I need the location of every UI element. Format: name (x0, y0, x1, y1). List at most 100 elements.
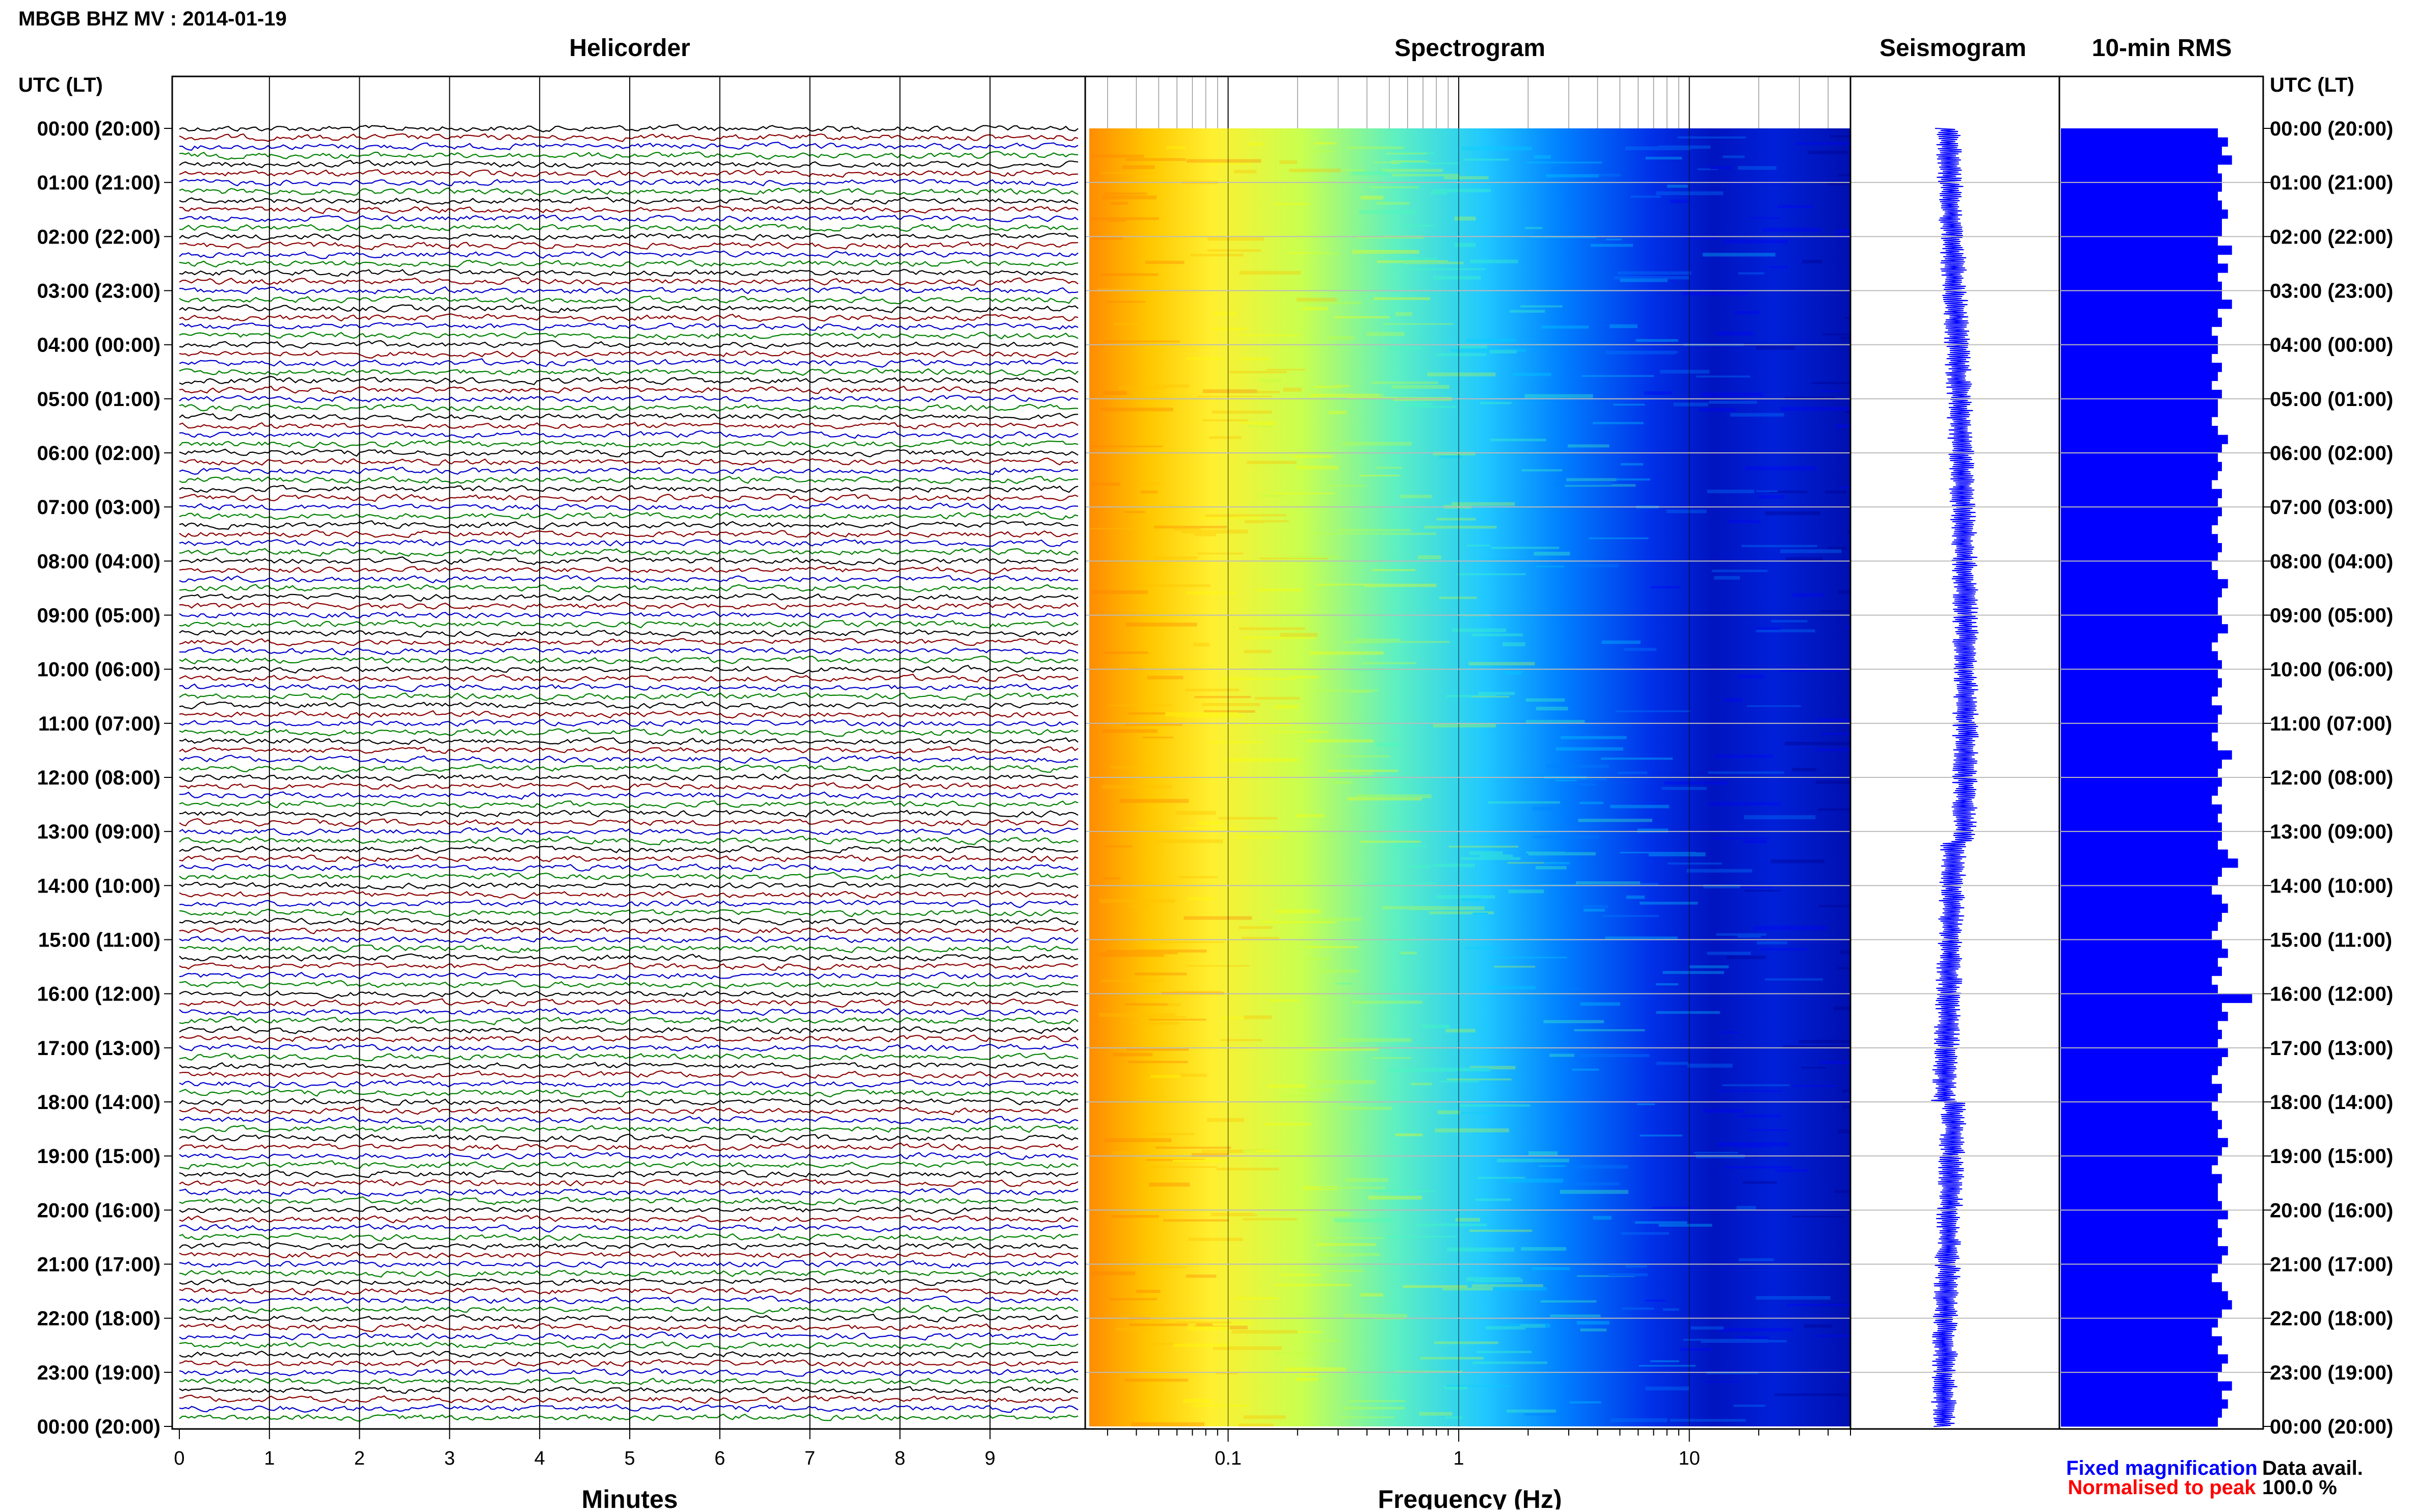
spectrogram-cell (1466, 338, 1516, 343)
rms-bar (2061, 155, 2232, 165)
spectrogram-cell (1493, 965, 1536, 968)
spectrogram-cell (1743, 840, 1767, 844)
spectrogram-cell (1092, 236, 1123, 240)
time-label-left: 06:00 (02:00) (37, 442, 160, 465)
spectrogram-cell (1822, 333, 1850, 336)
spectrogram-cell (1186, 1274, 1217, 1278)
helicorder-trace (179, 178, 1079, 186)
rms-bar (2061, 1030, 2222, 1039)
spectrogram-cell (1186, 591, 1236, 595)
rms-bar (2061, 1246, 2228, 1256)
spectrogram-cell (1380, 641, 1450, 643)
helicorder-trace (179, 863, 1079, 873)
spectrogram-cell (1091, 482, 1120, 486)
spectrogram-cell (1435, 1128, 1509, 1132)
rms-bar (2061, 543, 2222, 553)
helicorder-panel: 0 1 2 3 4 5 6 7 8 9 (174, 76, 1079, 1469)
helicorder-trace (179, 989, 1079, 999)
spectrogram-cell (1534, 155, 1551, 159)
spectrogram-cell (1670, 199, 1689, 203)
spectrogram-cell (1524, 1413, 1561, 1416)
helicorder-trace (179, 368, 1079, 376)
spectrogram-cell (1661, 787, 1707, 790)
spectrogram-cell (1658, 145, 1711, 149)
rms-bar (2061, 164, 2218, 174)
spectrogram-cell (1314, 386, 1341, 388)
spectrogram-cell (1580, 1328, 1607, 1332)
spectrogram-cell (1112, 1151, 1133, 1155)
rms-bar (2061, 1390, 2222, 1400)
spectrogram-cell (1724, 698, 1742, 702)
spectrogram-cell (1433, 723, 1496, 727)
rms-bar (2061, 1102, 2212, 1112)
spectrogram-cell (1220, 390, 1280, 394)
rms-bar (2061, 1417, 2218, 1427)
spectrogram-cell (1726, 181, 1790, 184)
rms-bar (2061, 1020, 2218, 1030)
spectrogram-cell (1270, 731, 1329, 733)
spectrogram-cell (1683, 1339, 1750, 1341)
spectrogram-cell (1353, 772, 1374, 775)
rms-bar (2061, 1066, 2218, 1075)
time-label-right: 03:00 (23:00) (2270, 280, 2393, 303)
spectrogram-cell (1129, 1003, 1182, 1006)
spectrogram-cell (1335, 983, 1353, 985)
spectrogram-cell (1577, 1275, 1635, 1277)
helicorder-trace (179, 927, 1079, 935)
spectrogram-x-tick-label: 0.1 (1215, 1448, 1242, 1469)
spectrogram-cell (1131, 1022, 1179, 1025)
helicorder-trace (179, 701, 1079, 710)
helicorder-trace (179, 1106, 1079, 1116)
helicorder-xlabel: Minutes (582, 1485, 678, 1509)
helicorder-trace (179, 1323, 1079, 1333)
spectrogram-cell (1134, 949, 1207, 953)
time-label-right: 00:00 (20:00) (2270, 1416, 2393, 1438)
spectrogram-cell (1341, 442, 1412, 446)
rms-bar (2061, 1327, 2212, 1337)
spectrogram-cell (1343, 641, 1389, 643)
spectrogram-cell (1102, 195, 1157, 200)
spectrogram-cell (1497, 1158, 1569, 1163)
spectrogram-cell (1118, 387, 1166, 390)
spectrogram-cell (1580, 1002, 1621, 1006)
spectrogram-cell (1722, 1084, 1790, 1087)
spectrogram-cell (1402, 225, 1436, 227)
spectrogram-cell (1194, 696, 1251, 698)
helicorder-trace (179, 890, 1079, 899)
spectrogram-cell (1391, 160, 1427, 164)
spectrogram-cell (1508, 889, 1544, 894)
rms-bar (2061, 867, 2222, 877)
spectrogram-cell (1211, 1212, 1257, 1217)
spectrogram-cell (1715, 331, 1754, 336)
spectrogram-cell (1486, 1326, 1525, 1330)
spectrogram-cell (1205, 514, 1238, 519)
spectrogram-cell (1178, 876, 1218, 879)
rms-bar (2061, 1129, 2218, 1139)
helicorder-trace (179, 159, 1079, 169)
spectrogram-cell (1397, 258, 1438, 260)
spectrogram-cell (1098, 953, 1164, 957)
spectrogram-cell (1306, 739, 1374, 743)
rms-bar (2061, 922, 2218, 931)
helicorder-trace (179, 421, 1079, 430)
helicorder-trace (179, 385, 1079, 394)
helicorder-trace (179, 899, 1079, 908)
helicorder-trace (179, 818, 1079, 827)
spectrogram-cell (1238, 1423, 1274, 1426)
spectrogram-cell (1239, 271, 1301, 275)
rms-bar (2061, 876, 2218, 886)
helicorder-trace (179, 1313, 1079, 1323)
spectrogram-cell (1668, 862, 1722, 865)
spectrogram-cell (1694, 1151, 1738, 1154)
rms-bar (2061, 227, 2222, 237)
spectrogram-cell (1502, 642, 1525, 646)
spectrogram-cell (1317, 583, 1376, 586)
spectrogram-cell (1820, 390, 1842, 392)
spectrogram-cell (1403, 1285, 1468, 1288)
rms-bar (2061, 930, 2212, 940)
spectrogram-cell (1716, 933, 1767, 936)
spectrogram-cell (1372, 1057, 1412, 1059)
spectrogram-cell (1340, 1416, 1395, 1418)
spectrogram-cell (1305, 302, 1362, 305)
helicorder-trace (179, 565, 1079, 575)
